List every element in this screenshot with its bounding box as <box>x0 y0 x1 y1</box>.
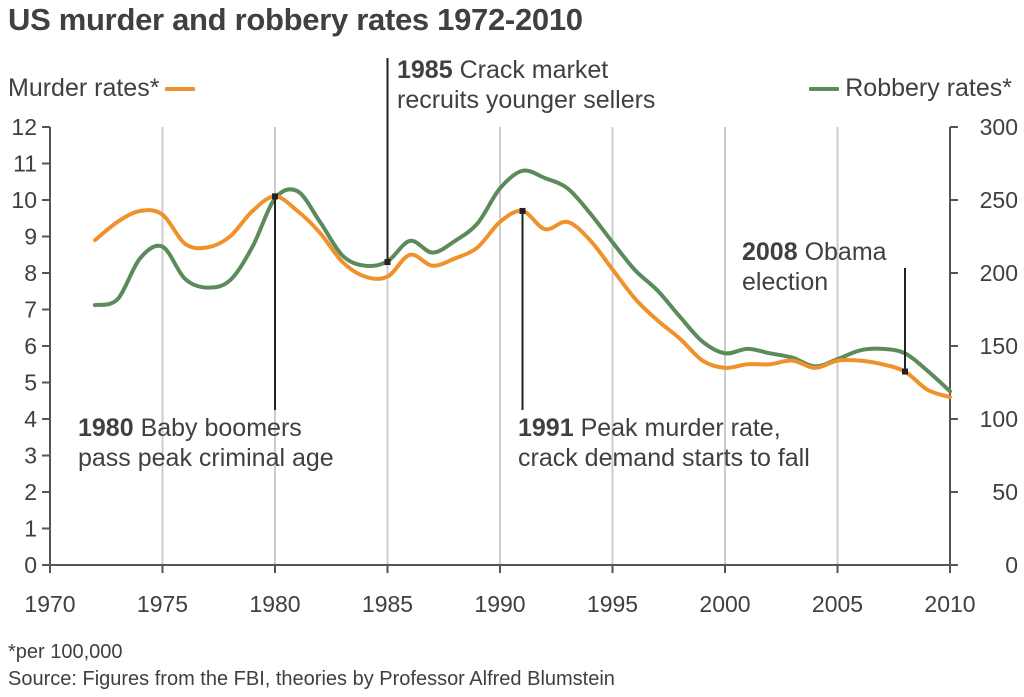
annotation-line1-1991: Peak murder rate, <box>574 414 781 442</box>
annotation-line1-1985: Crack market <box>453 56 609 84</box>
legend-murder: Murder rates* <box>8 74 201 103</box>
annotation-year-1991: 1991 <box>518 414 574 442</box>
right-tick-label-100: 100 <box>980 406 1018 432</box>
annotation-marker-1985 <box>384 259 391 266</box>
chart-title: US murder and robbery rates 1972-2010 <box>8 2 583 37</box>
legend-robbery-swatch <box>809 87 840 92</box>
left-tick-label-5: 5 <box>24 370 37 396</box>
legend-robbery: Robbery rates* <box>803 74 1012 103</box>
legend-murder-swatch <box>165 87 196 92</box>
left-tick-label-3: 3 <box>24 443 37 469</box>
x-tick-label-1995: 1995 <box>587 591 638 617</box>
annotation-text-1980: 1980 Baby boomers pass peak criminal age <box>78 414 334 472</box>
legend-murder-label: Murder rates* <box>8 74 160 102</box>
x-tick-label-2010: 2010 <box>924 591 975 617</box>
annotation-year-1985: 1985 <box>397 56 453 84</box>
annotation-line2-1980: pass peak criminal age <box>78 444 334 472</box>
annotation-text-2008: 2008 Obama election <box>742 238 887 296</box>
left-tick-label-9: 9 <box>24 224 37 250</box>
footnote: *per 100,000 <box>8 641 123 663</box>
axes: 1970 1975 1980 1985 1990 1995 2000 2005 20100123… <box>11 114 1018 617</box>
right-tick-label-300: 300 <box>980 114 1018 140</box>
right-tick-label-50: 50 <box>992 479 1018 505</box>
annotation-line2-1991: crack demand starts to fall <box>518 444 810 472</box>
x-tick-label-1985: 1985 <box>362 591 413 617</box>
right-tick-label-200: 200 <box>980 260 1018 286</box>
right-tick-label-150: 150 <box>980 333 1018 359</box>
x-tick-label-1970: 1970 <box>24 591 75 617</box>
annotation-marker-1980 <box>272 193 278 200</box>
left-tick-label-4: 4 <box>24 406 37 432</box>
source-note: Source: Figures from the FBI, theories b… <box>8 668 615 690</box>
left-tick-label-0: 0 <box>24 552 37 578</box>
x-tick-label-1975: 1975 <box>137 591 188 617</box>
x-tick-label-1990: 1990 <box>474 591 525 617</box>
annotation-marker-1991 <box>519 207 526 214</box>
left-tick-label-11: 11 <box>13 151 37 177</box>
left-tick-label-10: 10 <box>11 187 37 213</box>
annotation-line1-1980: Baby boomers <box>134 414 302 442</box>
gridlines <box>161 127 839 565</box>
x-tick-label-2000: 2000 <box>699 591 750 617</box>
x-tick-label-1980: 1980 <box>249 591 300 617</box>
right-tick-label-0: 0 <box>1005 552 1018 578</box>
left-tick-label-8: 8 <box>24 260 37 286</box>
left-tick-label-7: 7 <box>24 297 37 323</box>
left-tick-label-6: 6 <box>24 333 37 359</box>
annotation-line2-1985: recruits younger sellers <box>397 86 655 114</box>
left-tick-label-2: 2 <box>24 479 37 505</box>
right-tick-label-250: 250 <box>980 187 1018 213</box>
annotation-line2-2008: election <box>742 268 828 296</box>
legend-robbery-label: Robbery rates* <box>845 74 1012 102</box>
x-tick-label-2005: 2005 <box>812 591 863 617</box>
annotation-text-1985: 1985 Crack market recruits younger seller… <box>397 56 655 114</box>
annotation-year-2008: 2008 <box>742 238 798 266</box>
left-tick-label-12: 12 <box>11 114 37 140</box>
annotations: 1980 Baby boomers pass peak criminal age1… <box>78 56 908 472</box>
annotation-year-1980: 1980 <box>78 414 134 442</box>
left-tick-label-1: 1 <box>24 516 37 542</box>
annotation-marker-2008 <box>902 368 908 375</box>
annotation-text-1991: 1991 Peak murder rate, crack demand start… <box>518 414 810 472</box>
annotation-line1-2008: Obama <box>798 238 887 266</box>
